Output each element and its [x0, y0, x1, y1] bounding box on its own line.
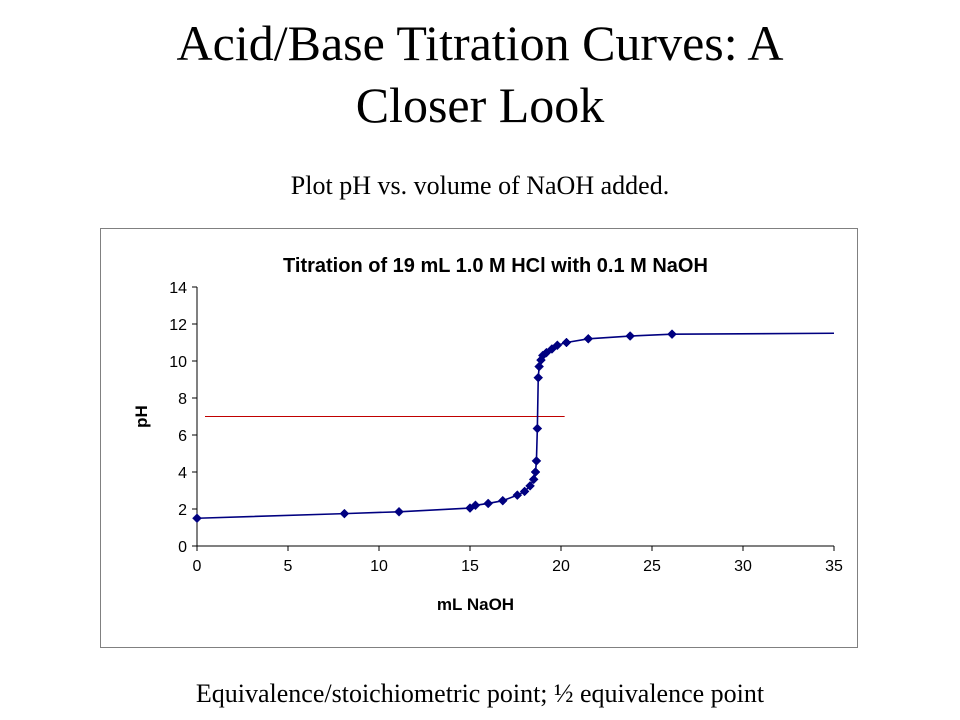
y-axis-label: pH — [132, 405, 151, 428]
data-point — [483, 498, 494, 509]
y-tick-label: 12 — [169, 317, 187, 334]
data-point — [470, 500, 481, 511]
y-tick-label: 6 — [178, 428, 187, 445]
slide-title: Acid/Base Titration Curves: A Closer Loo… — [40, 12, 920, 136]
data-point — [625, 331, 636, 341]
data-point — [552, 340, 563, 351]
slide-title-line-2: Closer Look — [355, 77, 605, 133]
x-tick-label: 20 — [552, 558, 570, 575]
y-tick-label: 2 — [178, 502, 187, 519]
x-tick-label: 5 — [284, 558, 293, 575]
data-point — [394, 506, 404, 517]
x-tick-label: 0 — [193, 558, 202, 575]
x-tick-label: 15 — [461, 558, 479, 575]
data-point — [512, 490, 523, 500]
y-tick-label: 4 — [178, 465, 187, 482]
data-point — [583, 333, 594, 344]
x-axis-label: mL NaOH — [437, 595, 514, 614]
data-point — [533, 372, 544, 383]
data-point — [519, 486, 530, 497]
data-point — [497, 495, 508, 506]
x-tick-label: 30 — [734, 558, 752, 575]
x-tick-label: 25 — [643, 558, 661, 575]
y-tick-label: 8 — [178, 391, 187, 408]
data-point — [525, 481, 535, 491]
y-tick-label: 0 — [178, 539, 187, 556]
titration-chart: Titration of 19 mL 1.0 M HCl with 0.1 M … — [132, 255, 843, 614]
x-tick-label: 10 — [370, 558, 388, 575]
chart-frame: Titration of 19 mL 1.0 M HCl with 0.1 M … — [100, 228, 858, 648]
data-point — [339, 508, 350, 519]
data-point — [561, 337, 572, 348]
series-line — [196, 332, 835, 520]
y-tick-label: 14 — [169, 280, 187, 297]
x-tick-label: 35 — [825, 558, 843, 575]
data-point — [532, 423, 543, 434]
slide-caption: Equivalence/stoichiometric point; ½ equi… — [195, 679, 765, 708]
y-tick-label: 10 — [169, 354, 187, 371]
data-point — [192, 513, 202, 524]
data-point — [667, 329, 677, 340]
data-point — [531, 456, 542, 466]
data-point — [530, 467, 541, 477]
data-point — [528, 474, 539, 485]
chart-title: Titration of 19 mL 1.0 M HCl with 0.1 M … — [283, 255, 708, 277]
slide-subtitle: Plot pH vs. volume of NaOH added. — [290, 171, 670, 200]
slide-title-line-1: Acid/Base Titration Curves: A — [176, 15, 784, 71]
